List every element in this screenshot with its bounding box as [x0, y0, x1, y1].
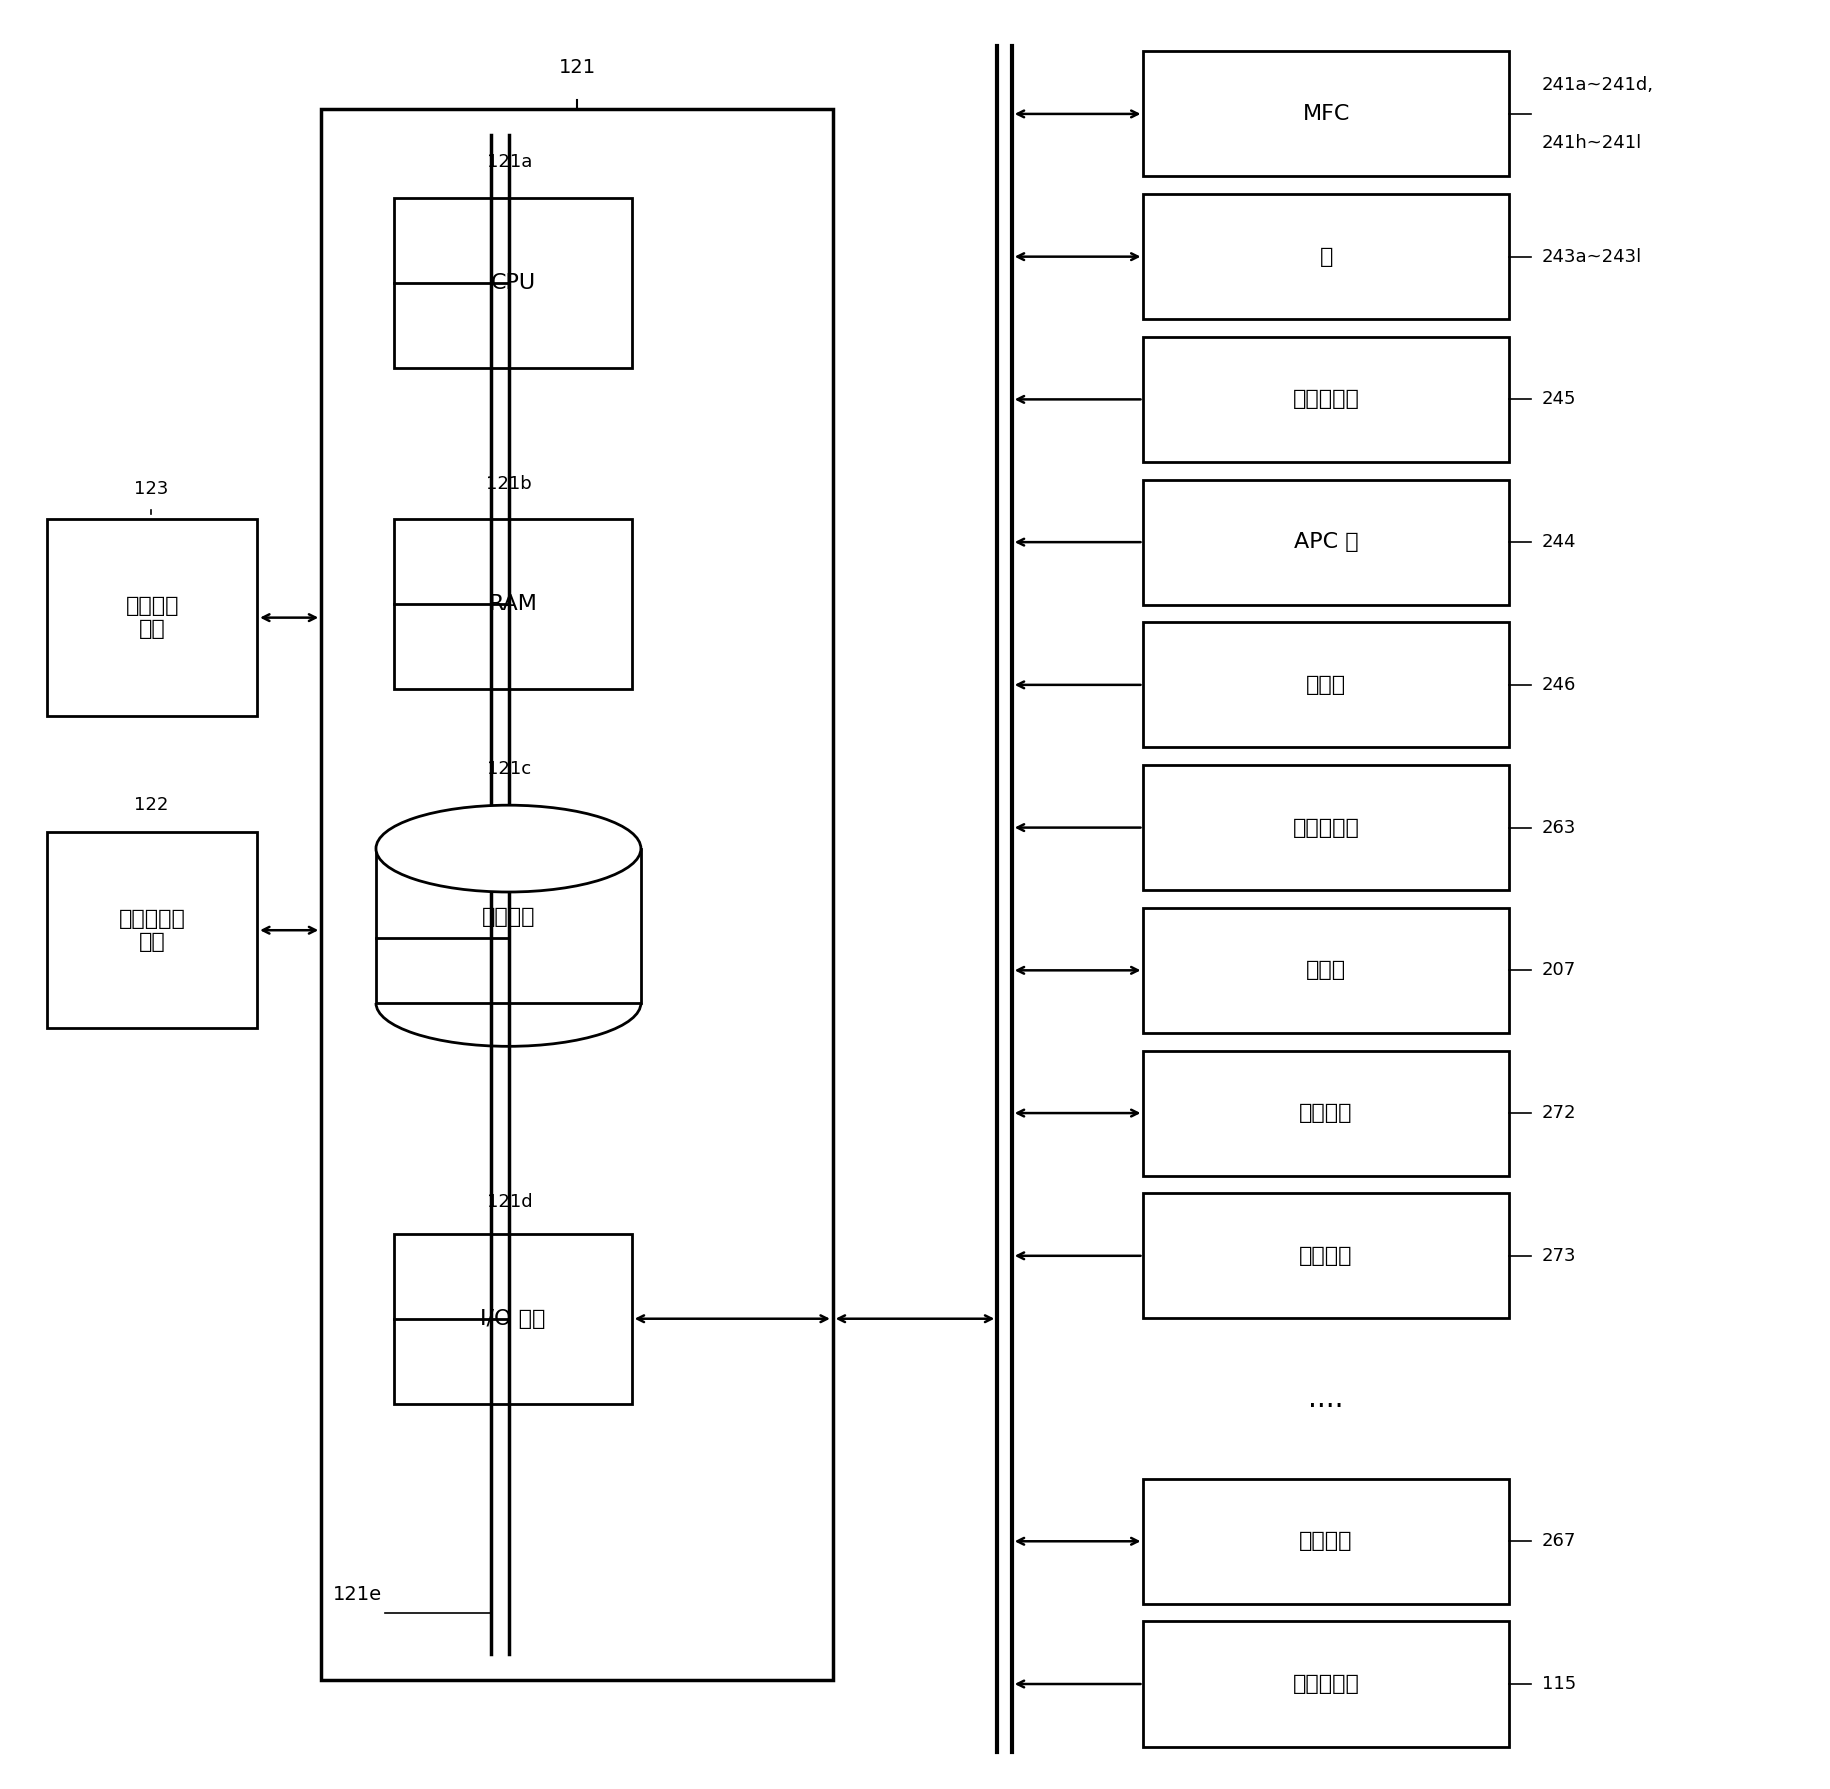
Text: I/O 端口: I/O 端口 [479, 1310, 545, 1329]
Text: MFC: MFC [1303, 104, 1351, 123]
Text: 压力传感器: 压力传感器 [1292, 390, 1360, 410]
Bar [1144, 479, 1510, 605]
Bar [48, 832, 258, 1029]
Text: 267: 267 [1541, 1531, 1576, 1551]
Text: 272: 272 [1541, 1104, 1576, 1122]
Text: 阀: 阀 [1319, 247, 1332, 267]
Text: 匹配单元: 匹配单元 [1299, 1104, 1352, 1123]
Text: CPU: CPU [490, 272, 536, 293]
Text: 115: 115 [1541, 1675, 1576, 1692]
Text: 241h~241l: 241h~241l [1541, 134, 1642, 152]
Text: 246: 246 [1541, 676, 1576, 694]
Text: 245: 245 [1541, 390, 1576, 408]
Bar [1144, 336, 1510, 462]
Text: 真空泵: 真空泵 [1307, 674, 1347, 694]
Bar [1144, 1621, 1510, 1746]
Bar [393, 1234, 631, 1404]
Text: 243a~243l: 243a~243l [1541, 247, 1642, 265]
Text: 高频电源: 高频电源 [1299, 1245, 1352, 1267]
Text: RAM: RAM [489, 594, 538, 614]
Bar [1144, 1050, 1510, 1175]
Text: 外部存储
装置: 外部存储 装置 [126, 596, 179, 639]
Bar [375, 848, 640, 1004]
Text: 123: 123 [134, 479, 168, 497]
Ellipse shape [375, 805, 640, 893]
Text: 273: 273 [1541, 1247, 1576, 1265]
Text: 输入／输出
装置: 输入／输出 装置 [119, 909, 185, 952]
Bar [1144, 623, 1510, 748]
Text: 121c: 121c [487, 760, 531, 778]
Bar [320, 109, 833, 1680]
Text: 122: 122 [134, 796, 168, 814]
Text: 121b: 121b [487, 474, 533, 492]
Bar [48, 519, 258, 716]
Text: 存储装置: 存储装置 [481, 907, 534, 927]
Text: 加热器: 加热器 [1307, 961, 1347, 980]
Text: 241a~241d,: 241a~241d, [1541, 77, 1654, 95]
Text: 121e: 121e [333, 1585, 382, 1605]
Bar [393, 199, 631, 367]
Text: 旋转机构: 旋转机构 [1299, 1531, 1352, 1551]
Text: 晶舟升降机: 晶舟升降机 [1292, 1675, 1360, 1694]
Text: 121: 121 [558, 57, 595, 77]
Bar [1144, 907, 1510, 1032]
Text: 温度传感器: 温度传感器 [1292, 818, 1360, 837]
Bar [393, 519, 631, 689]
Bar [1144, 1193, 1510, 1318]
Text: 263: 263 [1541, 819, 1576, 837]
Bar [1144, 1480, 1510, 1603]
Text: 207: 207 [1541, 961, 1576, 979]
Text: APC 阀: APC 阀 [1294, 531, 1358, 553]
Text: 244: 244 [1541, 533, 1576, 551]
Bar [1144, 195, 1510, 318]
Text: 121d: 121d [487, 1193, 533, 1211]
Bar [1144, 766, 1510, 891]
Text: ....: .... [1308, 1385, 1343, 1413]
Bar [1144, 52, 1510, 177]
Text: 121a: 121a [487, 154, 533, 172]
